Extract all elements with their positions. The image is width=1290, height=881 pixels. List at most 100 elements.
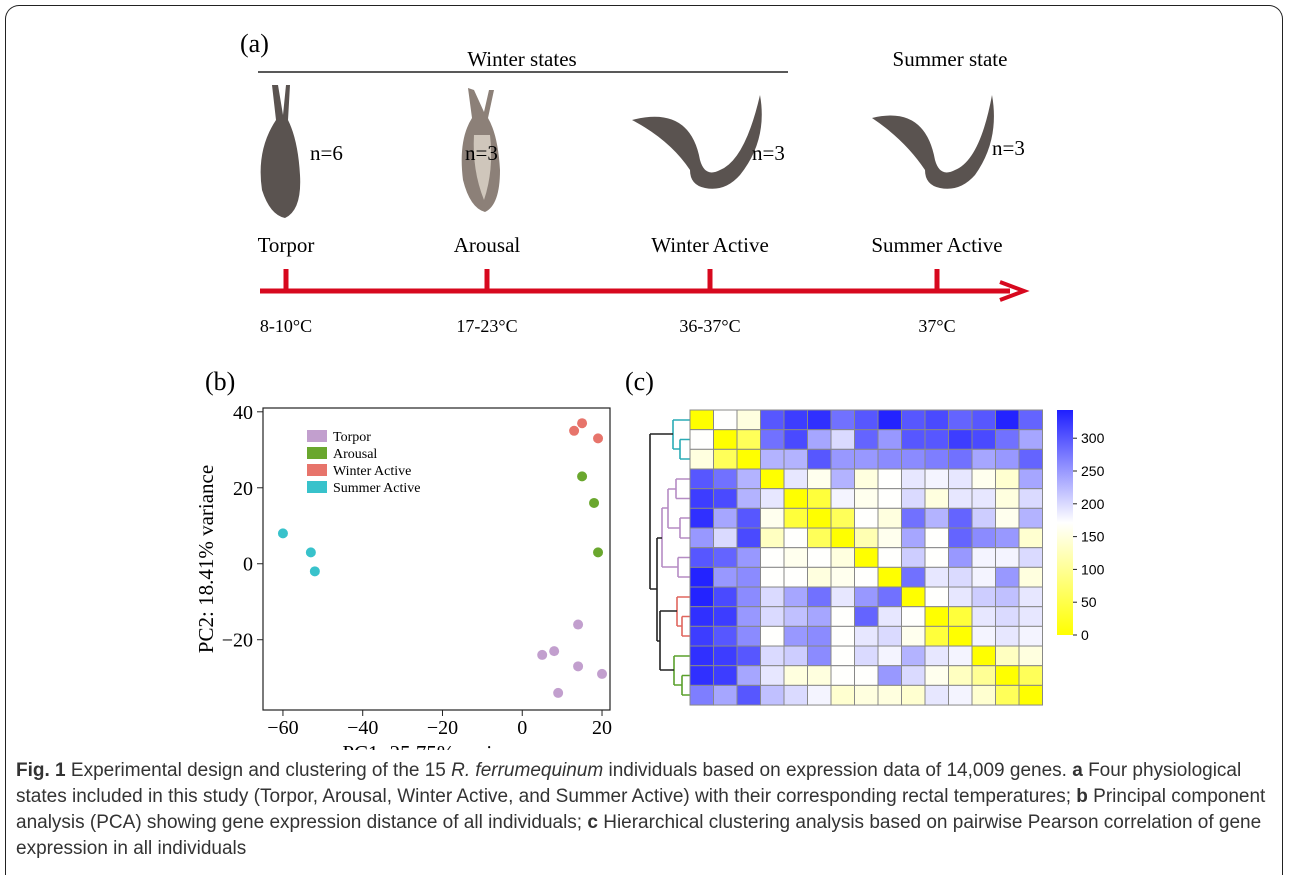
- legend-label: Arousal: [333, 447, 377, 462]
- data-point: [553, 688, 563, 698]
- heatmap-cell: [1019, 489, 1043, 509]
- heatmap-cell: [902, 469, 926, 489]
- heatmap-cell: [1019, 410, 1043, 430]
- figure-caption: Fig. 1 Experimental design and clusterin…: [16, 758, 1278, 862]
- heatmap-cell: [855, 646, 879, 666]
- heatmap-cell: [690, 548, 714, 568]
- heatmap-cell: [996, 587, 1020, 607]
- heatmap-cell: [855, 587, 879, 607]
- heatmap-cell: [972, 666, 996, 686]
- heatmap-cell: [737, 489, 761, 509]
- state-name: Torpor: [258, 233, 315, 257]
- state-temperature: 17-23°C: [456, 316, 517, 336]
- panel-label: (b): [205, 367, 235, 396]
- panel-label: (a): [240, 29, 269, 58]
- heatmap-cell: [761, 567, 785, 587]
- heatmap-cell: [925, 607, 949, 627]
- panel-label: (c): [625, 367, 654, 396]
- heatmap-cell: [690, 449, 714, 469]
- heatmap-cell: [831, 410, 855, 430]
- data-point: [577, 471, 587, 481]
- heatmap-cell: [949, 607, 973, 627]
- heatmap-cell: [808, 508, 832, 528]
- heatmap-cell: [831, 430, 855, 450]
- heatmap-cell: [855, 666, 879, 686]
- heatmap-cell: [784, 548, 808, 568]
- data-point: [549, 646, 559, 656]
- heatmap-cell: [878, 548, 902, 568]
- heatmap-cell: [714, 449, 738, 469]
- heatmap-cell: [784, 449, 808, 469]
- heatmap-cell: [902, 587, 926, 607]
- heatmap-cell: [949, 666, 973, 686]
- heatmap-cell: [949, 646, 973, 666]
- heatmap-cell: [761, 528, 785, 548]
- x-tick-label: −40: [347, 717, 378, 739]
- heatmap-cell: [714, 469, 738, 489]
- heatmap-cell: [925, 548, 949, 568]
- heatmap-cell: [855, 430, 879, 450]
- state-count: n=3: [752, 141, 785, 165]
- heatmap-cell: [784, 685, 808, 705]
- heatmap-cell: [925, 469, 949, 489]
- heatmap-cell: [902, 607, 926, 627]
- colorbar-tick-label: 150: [1081, 529, 1105, 545]
- heatmap-cell: [784, 567, 808, 587]
- heatmap-cell: [761, 685, 785, 705]
- data-point: [306, 547, 316, 557]
- heatmap-cell: [714, 430, 738, 450]
- x-axis-label: PC1: 25.75% variance: [342, 741, 530, 750]
- heatmap-cell: [714, 489, 738, 509]
- heatmap-cell: [878, 626, 902, 646]
- data-point: [573, 620, 583, 630]
- state-name: Summer Active: [871, 233, 1002, 257]
- heatmap-cell: [855, 508, 879, 528]
- heatmap-cell: [690, 410, 714, 430]
- state-count: n=3: [465, 141, 498, 165]
- heatmap-cell: [902, 508, 926, 528]
- heatmap-cell: [996, 646, 1020, 666]
- heatmap-cell: [808, 626, 832, 646]
- heatmap-cell: [831, 587, 855, 607]
- state-count: n=3: [992, 136, 1025, 160]
- heatmap-cell: [925, 666, 949, 686]
- heatmap-cell: [949, 410, 973, 430]
- heatmap-cell: [831, 567, 855, 587]
- heatmap-cell: [855, 410, 879, 430]
- heatmap-cell: [831, 469, 855, 489]
- heatmap-cell: [972, 548, 996, 568]
- heatmap-cell: [831, 548, 855, 568]
- heatmap-cell: [902, 646, 926, 666]
- caption-panel: a: [1072, 760, 1083, 781]
- heatmap-cell: [737, 626, 761, 646]
- heatmap-cell: [996, 607, 1020, 627]
- heatmap-cell: [690, 626, 714, 646]
- heatmap-cell: [878, 685, 902, 705]
- heatmap-cell: [996, 666, 1020, 686]
- heatmap-cell: [855, 548, 879, 568]
- y-tick-label: 20: [233, 478, 253, 500]
- heatmap-cell: [1019, 430, 1043, 450]
- x-tick-label: 20: [592, 717, 612, 739]
- heatmap-cell: [972, 607, 996, 627]
- heatmap-cell: [714, 626, 738, 646]
- colorbar-tick-label: 250: [1081, 463, 1105, 479]
- heatmap-cell: [714, 666, 738, 686]
- data-point: [569, 426, 579, 436]
- heatmap-cell: [737, 685, 761, 705]
- heatmap-cell: [1019, 587, 1043, 607]
- heatmap-cell: [878, 449, 902, 469]
- heatmap-cell: [949, 587, 973, 607]
- y-tick-label: 40: [233, 402, 253, 424]
- y-tick-label: 0: [243, 554, 253, 576]
- caption-panel: b: [1076, 786, 1088, 807]
- heatmap-cell: [808, 489, 832, 509]
- colorbar: [1057, 410, 1073, 635]
- heatmap-cell: [690, 508, 714, 528]
- heatmap-cell: [1019, 567, 1043, 587]
- heatmap-cell: [925, 646, 949, 666]
- colorbar-tick-label: 100: [1081, 561, 1105, 577]
- heatmap-cell: [902, 430, 926, 450]
- heatmap-cell: [878, 508, 902, 528]
- heatmap-cell: [784, 489, 808, 509]
